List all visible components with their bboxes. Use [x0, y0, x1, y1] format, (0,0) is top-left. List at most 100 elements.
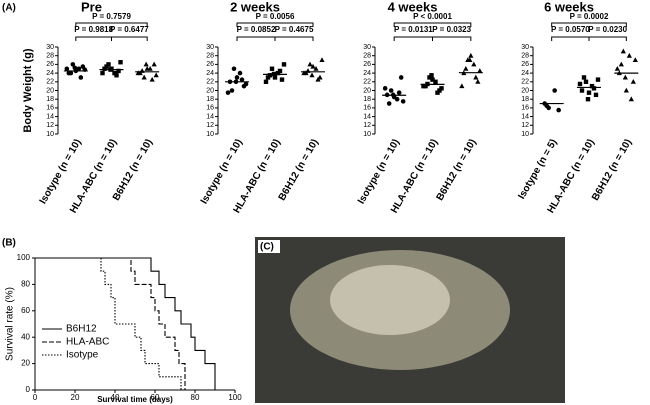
y-tick-label: 20 [363, 87, 371, 94]
data-point [301, 70, 307, 76]
data-point [544, 103, 549, 109]
data-point [319, 57, 325, 63]
x-tick-label: Isotype (n = 10) [199, 137, 245, 206]
bracket [75, 36, 112, 41]
data-point [433, 79, 438, 84]
p-value: P = 0.0323 [432, 25, 471, 34]
y-tick-label: 16 [46, 105, 54, 112]
y-tick-label: 24 [521, 70, 529, 77]
photo-tissue [330, 265, 450, 335]
data-point [141, 74, 147, 80]
data-point [114, 73, 119, 78]
data-point [267, 73, 273, 78]
data-point [225, 90, 231, 95]
y-tick-label: 30 [46, 44, 54, 51]
data-point [552, 88, 557, 93]
y-tick-label: 14 [206, 113, 214, 120]
data-point [116, 68, 121, 74]
data-point [234, 75, 240, 80]
y-tick-label: 28 [363, 53, 371, 60]
data-point [237, 70, 243, 76]
data-point [68, 70, 74, 76]
data-point [64, 66, 70, 72]
y-tick-label: 20 [21, 359, 30, 368]
data-point [459, 83, 465, 89]
y-tick-label: 12 [46, 122, 54, 129]
survival-line [35, 257, 216, 390]
data-point [595, 77, 601, 82]
data-point [72, 65, 78, 71]
data-point [400, 99, 406, 104]
data-point [429, 73, 434, 78]
data-point [104, 64, 109, 69]
data-point [630, 79, 636, 84]
chart-title: 2 weeks [230, 0, 280, 14]
y-tick-label: 10 [206, 131, 214, 138]
y-tick-label: 18 [206, 96, 214, 103]
data-point [151, 61, 157, 67]
data-point [591, 86, 597, 91]
data-point [243, 81, 249, 87]
data-point [475, 79, 481, 84]
y-tick-label: 18 [46, 96, 54, 103]
data-point [118, 60, 123, 65]
data-point [386, 101, 392, 106]
data-point [421, 83, 426, 89]
data-point [632, 57, 638, 63]
data-point [388, 88, 394, 93]
legend-label: B6H12 [66, 324, 97, 335]
data-point [396, 90, 402, 95]
data-point [618, 61, 624, 67]
y-tick-label: 18 [363, 96, 371, 103]
y-tick-label: 26 [521, 61, 529, 68]
x-tick-label: B6H12 (n = 10) [435, 137, 479, 202]
data-point [263, 79, 269, 84]
data-point [229, 88, 235, 93]
data-point [628, 96, 634, 102]
x-tick-label: B6H12 (n = 10) [111, 137, 155, 202]
bracket [236, 22, 314, 27]
y-tick-label: 30 [206, 44, 214, 51]
data-point [593, 92, 599, 98]
y-tick-label: 14 [363, 113, 371, 120]
p-value: P = 0.6477 [110, 25, 149, 34]
x-axis-label: Survival time (days) [97, 395, 173, 404]
data-point [143, 61, 149, 67]
y-tick-label: 28 [521, 53, 529, 60]
x-tick-label: Isotype (n = 5) [516, 137, 559, 201]
bracket [236, 36, 276, 41]
panel-label: (A) [2, 3, 16, 14]
y-tick-label: 12 [521, 122, 529, 129]
p-value: P = 0.0570 [551, 25, 590, 34]
data-point [585, 97, 591, 102]
y-tick-label: 20 [206, 87, 214, 94]
chart-title: Pre [81, 0, 102, 14]
p-value: P = 0.0852 [237, 25, 276, 34]
bracket [393, 36, 433, 41]
data-point [583, 79, 589, 84]
y-tick-label: 10 [363, 131, 371, 138]
data-point [313, 65, 319, 71]
x-tick-label: 80 [191, 393, 200, 402]
data-point [279, 77, 285, 82]
bracket [551, 36, 590, 41]
chart-title: 6 weeks [544, 0, 594, 14]
bracket [111, 36, 148, 41]
data-point [281, 62, 287, 67]
p-value: P = 0.4675 [275, 25, 314, 34]
data-point [307, 61, 313, 67]
bracket [588, 36, 627, 41]
photo-label-box [258, 240, 280, 253]
x-tick-label: Isotype (n = 10) [356, 137, 402, 206]
y-tick-label: 22 [46, 79, 54, 86]
y-tick-label: 12 [363, 122, 371, 129]
data-point [622, 74, 628, 80]
data-point [556, 107, 561, 113]
y-tick-label: 16 [206, 105, 214, 112]
y-tick-label: 30 [521, 44, 529, 51]
bracket [432, 36, 472, 41]
y-tick-label: 28 [206, 53, 214, 60]
y-tick-label: 18 [521, 96, 529, 103]
data-point [620, 48, 626, 54]
y-tick-label: 10 [46, 131, 54, 138]
